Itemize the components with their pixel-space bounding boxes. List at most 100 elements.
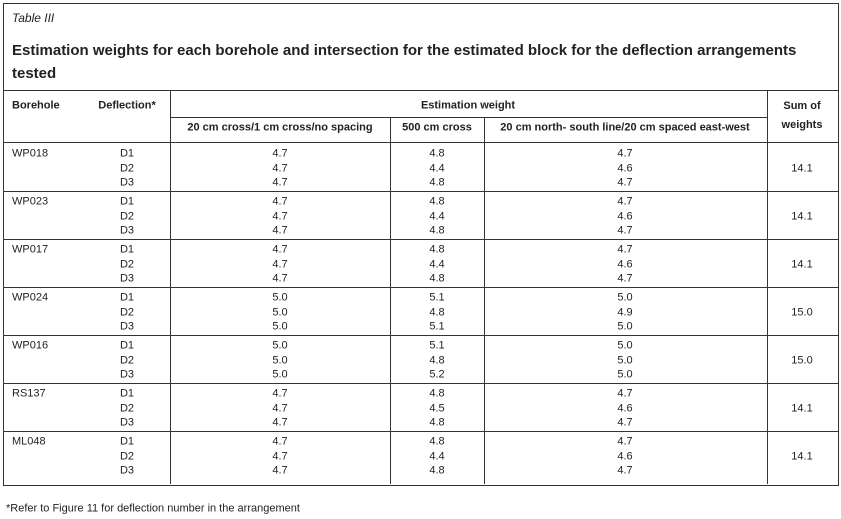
sum: 15.0: [791, 306, 813, 319]
weight: 4.7: [272, 195, 288, 208]
weight: 4.8: [429, 464, 445, 477]
deflection: D3: [119, 176, 135, 189]
rule: [3, 191, 838, 192]
deflection: D3: [119, 224, 135, 237]
borehole: ML048: [12, 435, 46, 448]
weight: 4.8: [429, 272, 445, 285]
deflection: D1: [119, 195, 135, 208]
weight: 4.6: [617, 162, 633, 174]
weight: 4.8: [429, 306, 445, 318]
weight: 5.0: [272, 368, 288, 381]
deflection: D2: [119, 306, 135, 318]
weight: 4.7: [272, 258, 288, 270]
weight: 4.8: [429, 387, 445, 400]
header: Sum of weights: [781, 100, 823, 131]
header: Estimation weight: [420, 99, 516, 112]
deflection: D3: [119, 368, 135, 381]
header: Deflection*: [98, 99, 156, 112]
deflection: D1: [119, 291, 135, 304]
deflection: D2: [119, 258, 135, 270]
borehole: WP018: [12, 147, 49, 160]
table-title: Estimation weights for each borehole and…: [12, 42, 797, 82]
weight: 4.6: [617, 210, 633, 222]
sum: 14.1: [791, 258, 813, 271]
weight: 4.7: [617, 435, 633, 448]
weight: 4.7: [272, 176, 288, 189]
weight: 5.2: [429, 368, 445, 381]
deflection: D1: [119, 339, 135, 352]
weight: 4.7: [617, 243, 633, 256]
weight: 5.0: [617, 339, 633, 352]
subheader: 20 cm cross/1 cm cross/no spacing: [187, 121, 373, 134]
header: Borehole: [12, 99, 60, 112]
sum: 14.1: [791, 450, 813, 463]
weight: 4.8: [429, 243, 445, 256]
deflection: D1: [119, 387, 135, 400]
borehole: WP023: [12, 195, 49, 208]
deflection: D1: [119, 435, 135, 448]
weight: 4.6: [617, 258, 633, 270]
weight: 4.8: [429, 176, 445, 189]
weight: 4.8: [429, 224, 445, 237]
table-box: [3, 3, 839, 486]
rule: [3, 90, 838, 91]
weight: 4.7: [272, 210, 288, 222]
weight: 4.7: [272, 416, 288, 429]
weight: 4.8: [429, 435, 445, 448]
weight: 4.7: [617, 176, 633, 189]
borehole: WP017: [12, 243, 49, 256]
subheader: 20 cm north- south line/20 cm spaced eas…: [500, 121, 750, 134]
rule: [484, 117, 485, 484]
weight: 4.7: [272, 450, 288, 462]
weight: 5.0: [617, 291, 633, 304]
deflection: D2: [119, 162, 135, 174]
weight: 4.7: [617, 272, 633, 285]
weight: 4.6: [617, 450, 633, 462]
deflection: D1: [119, 243, 135, 256]
weight: 4.7: [617, 195, 633, 208]
rule: [3, 287, 838, 288]
weight: 4.7: [272, 402, 288, 414]
sum: 14.1: [791, 402, 813, 415]
borehole: RS137: [12, 387, 46, 400]
sum: 14.1: [791, 210, 813, 223]
weight: 4.5: [429, 402, 445, 414]
weight: 4.9: [617, 306, 633, 318]
deflection: D2: [119, 210, 135, 222]
weight: 5.0: [272, 339, 288, 352]
deflection: D3: [119, 320, 135, 333]
weight: 4.7: [617, 224, 633, 237]
weight: 4.8: [429, 416, 445, 429]
weight: 5.0: [272, 291, 288, 304]
weight: 5.0: [272, 306, 288, 318]
weight: 4.4: [429, 258, 445, 270]
rule: [170, 117, 767, 118]
weight: 4.7: [272, 387, 288, 400]
rule: [3, 335, 838, 336]
weight: 4.7: [272, 435, 288, 448]
footnote: *Refer to Figure 11 for deflection numbe…: [6, 502, 300, 515]
rule: [3, 239, 838, 240]
deflection: D3: [119, 416, 135, 429]
weight: 4.7: [272, 464, 288, 477]
weight: 4.7: [617, 387, 633, 400]
weight: 4.8: [429, 147, 445, 160]
deflection: D3: [119, 272, 135, 285]
rule: [3, 142, 838, 143]
sum: 14.1: [791, 162, 813, 175]
weight: 4.7: [272, 162, 288, 174]
weight: 5.1: [429, 320, 445, 333]
weight: 5.1: [429, 291, 445, 304]
rule: [390, 117, 391, 484]
weight: 4.7: [272, 272, 288, 285]
weight: 4.4: [429, 450, 445, 462]
rule: [3, 383, 838, 384]
borehole: WP016: [12, 339, 49, 352]
weight: 5.1: [429, 339, 445, 352]
deflection: D3: [119, 464, 135, 477]
weight: 4.6: [617, 402, 633, 414]
subheader: 500 cm cross: [402, 121, 472, 134]
weight: 4.4: [429, 162, 445, 174]
sum: 15.0: [791, 354, 813, 367]
